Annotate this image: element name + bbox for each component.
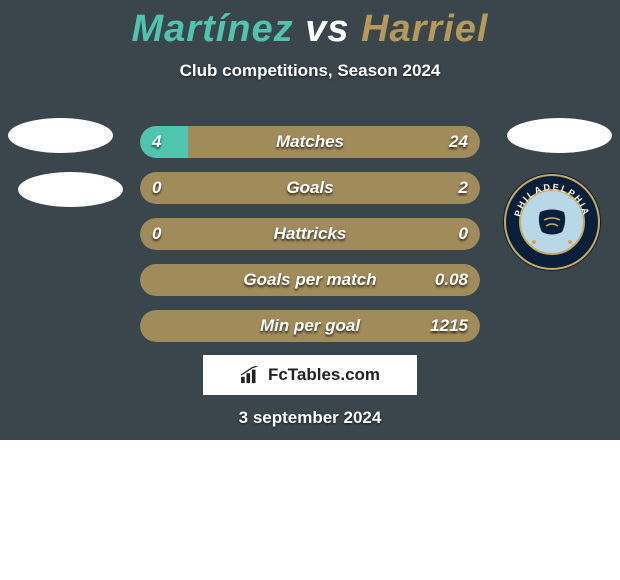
- stats-bars: Matches424Goals02Hattricks00Goals per ma…: [0, 120, 620, 350]
- stat-label: Goals: [140, 172, 480, 204]
- stat-row: Goals per match0.08: [0, 258, 620, 304]
- stat-value-right: 0: [459, 218, 468, 250]
- stat-value-right: 0.08: [435, 264, 468, 296]
- brand-footer[interactable]: FcTables.com: [203, 355, 417, 395]
- stat-value-right: 2: [459, 172, 468, 204]
- stat-value-left: 0: [152, 172, 161, 204]
- subtitle: Club competitions, Season 2024: [0, 61, 620, 81]
- stat-value-left: 4: [152, 126, 161, 158]
- bar-chart-icon: [240, 366, 262, 384]
- title-vs: vs: [305, 8, 349, 50]
- brand-text: FcTables.com: [268, 365, 380, 385]
- page-title: Martínez vs Harriel: [0, 0, 620, 51]
- comparison-panel: Martínez vs Harriel Club competitions, S…: [0, 0, 620, 440]
- stat-label: Hattricks: [140, 218, 480, 250]
- stat-row: Min per goal1215: [0, 304, 620, 350]
- stat-value-right: 24: [449, 126, 468, 158]
- stat-label: Min per goal: [140, 310, 480, 342]
- title-player2: Harriel: [361, 8, 488, 50]
- date: 3 september 2024: [0, 408, 620, 428]
- stat-row: Matches4 24: [0, 120, 620, 166]
- stat-row: Goals0 2: [0, 166, 620, 212]
- stat-value-left: 0: [152, 218, 161, 250]
- title-player1: Martínez: [132, 8, 294, 50]
- stat-label: Goals per match: [140, 264, 480, 296]
- stat-row: Hattricks0 0: [0, 212, 620, 258]
- stat-label: Matches: [140, 126, 480, 158]
- stat-value-right: 1215: [430, 310, 468, 342]
